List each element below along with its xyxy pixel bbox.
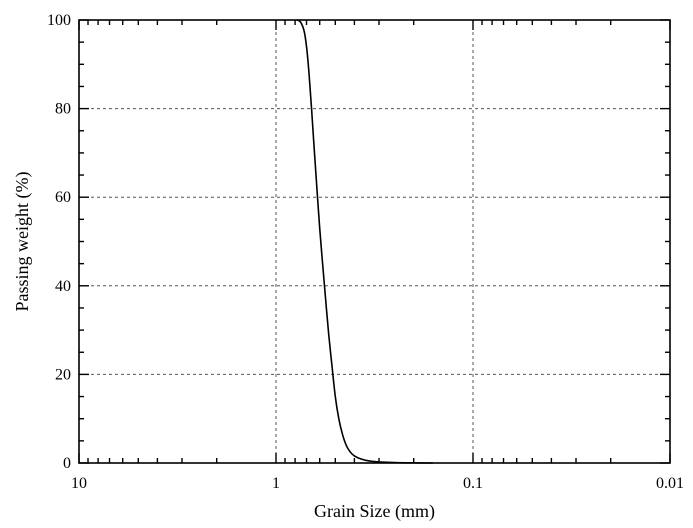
grid <box>79 20 670 463</box>
y-tick-label: 20 <box>55 366 71 383</box>
x-tick-label: 10 <box>71 475 87 492</box>
axis-ticks <box>78 19 671 464</box>
plot-frame <box>78 19 671 464</box>
y-tick-label: 100 <box>47 12 71 29</box>
y-tick-label: 0 <box>63 455 71 472</box>
x-tick-label: 0.01 <box>656 475 684 492</box>
x-tick-label: 1 <box>272 475 280 492</box>
y-tick-labels: 0 20 40 60 80 100 <box>47 12 71 472</box>
x-axis-label: Grain Size (mm) <box>314 501 435 522</box>
y-axis-label: Passing weight (%) <box>12 172 33 312</box>
y-tick-label: 60 <box>55 189 71 206</box>
y-tick-label: 80 <box>55 101 71 118</box>
passing-weight-curve <box>296 19 433 464</box>
y-tick-label: 40 <box>55 278 71 295</box>
x-tick-labels: 10 1 0.1 0.01 <box>71 475 684 492</box>
x-tick-label: 0.1 <box>463 475 483 492</box>
